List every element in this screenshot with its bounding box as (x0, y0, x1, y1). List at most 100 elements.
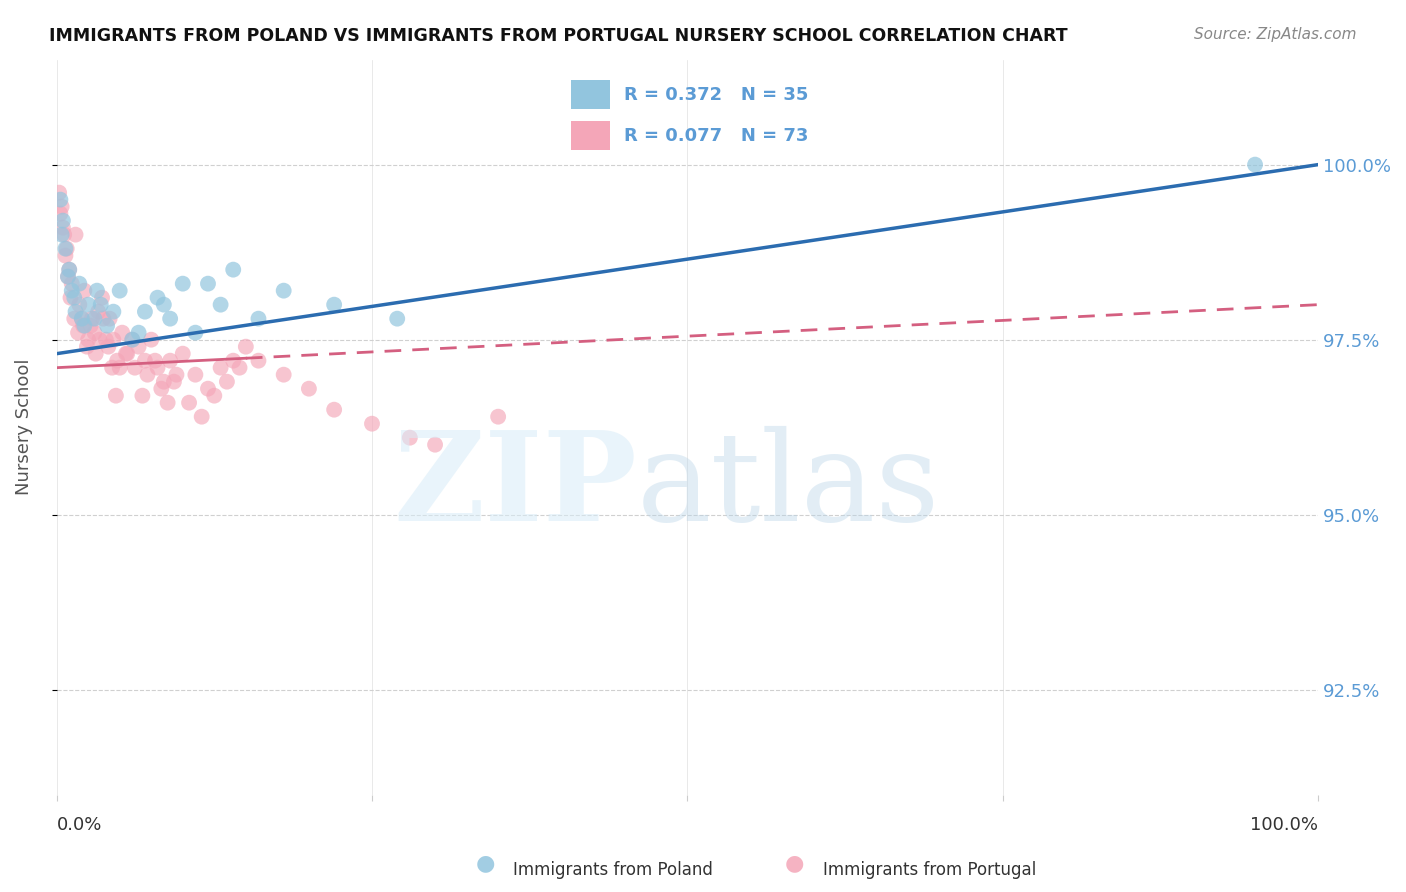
Point (58, 262, 80, 277)
Point (222, 353, 245, 368)
Point (153, 298, 176, 312)
Point (72, 318, 94, 333)
Bar (571, 121, 610, 150)
Text: ZIP: ZIP (394, 425, 637, 547)
Text: Immigrants from Portugal: Immigrants from Portugal (823, 861, 1036, 879)
Point (76, 340, 98, 354)
Point (67, 298, 90, 312)
Point (298, 382, 321, 396)
Point (55, 242, 77, 256)
Text: R = 0.372   N = 35: R = 0.372 N = 35 (624, 86, 808, 103)
Point (86, 284, 108, 298)
Point (121, 333, 143, 347)
Bar (571, 80, 610, 109)
Point (423, 438, 446, 452)
Point (247, 353, 270, 368)
Point (48, 186, 70, 200)
Point (184, 326, 207, 340)
Text: Source: ZipAtlas.com: Source: ZipAtlas.com (1194, 27, 1357, 42)
Point (197, 382, 219, 396)
Point (101, 360, 124, 375)
Point (51, 200, 73, 214)
Point (96, 318, 118, 333)
Point (202, 389, 225, 403)
Point (159, 311, 181, 326)
Point (104, 389, 127, 403)
Point (70, 311, 93, 326)
Point (70, 311, 93, 326)
Point (77, 298, 100, 312)
Point (103, 304, 125, 318)
Text: 0.0%: 0.0% (56, 816, 103, 834)
Point (222, 262, 245, 277)
Point (146, 360, 169, 375)
Point (1244, 158, 1267, 172)
Point (52, 213, 75, 227)
Point (146, 291, 169, 305)
Text: Immigrants from Poland: Immigrants from Poland (513, 861, 713, 879)
Point (209, 360, 232, 375)
Point (235, 340, 257, 354)
Text: IMMIGRANTS FROM POLAND VS IMMIGRANTS FROM PORTUGAL NURSERY SCHOOL CORRELATION CH: IMMIGRANTS FROM POLAND VS IMMIGRANTS FRO… (49, 27, 1067, 45)
Point (111, 326, 134, 340)
Point (60, 277, 83, 291)
Point (83, 311, 105, 326)
Point (56, 269, 79, 284)
Point (150, 382, 173, 396)
Point (128, 326, 150, 340)
Point (323, 402, 346, 417)
Point (166, 368, 188, 382)
Point (53, 227, 76, 242)
Point (323, 298, 346, 312)
Point (247, 311, 270, 326)
Point (115, 346, 138, 360)
Point (190, 409, 212, 424)
Point (60, 284, 83, 298)
Point (117, 346, 139, 360)
Point (387, 311, 409, 326)
Point (153, 375, 176, 389)
Point (273, 284, 295, 298)
Point (134, 304, 156, 318)
Text: 100.0%: 100.0% (1250, 816, 1319, 834)
Point (83, 326, 105, 340)
Point (143, 353, 166, 368)
Point (228, 360, 250, 375)
Text: ●: ● (785, 854, 804, 873)
Point (163, 375, 186, 389)
Point (131, 389, 153, 403)
Point (108, 284, 131, 298)
Point (65, 304, 87, 318)
Point (73, 284, 96, 298)
Point (67, 277, 90, 291)
Point (91, 311, 114, 326)
Point (209, 298, 232, 312)
Point (73, 318, 96, 333)
Point (56, 269, 79, 284)
Point (215, 375, 238, 389)
Point (98, 311, 121, 326)
Point (94, 333, 117, 347)
Point (172, 346, 194, 360)
Point (67, 326, 90, 340)
Point (108, 360, 131, 375)
Point (90, 298, 112, 312)
Point (141, 333, 163, 347)
Point (91, 291, 114, 305)
Point (159, 353, 181, 368)
Point (121, 333, 143, 347)
Point (77, 333, 100, 347)
Point (197, 277, 219, 291)
Point (63, 311, 86, 326)
Text: R = 0.077   N = 73: R = 0.077 N = 73 (624, 127, 808, 145)
Point (52, 220, 75, 235)
Point (128, 340, 150, 354)
Point (172, 277, 194, 291)
Point (49, 207, 72, 221)
Point (79, 318, 101, 333)
Point (55, 249, 77, 263)
Point (156, 395, 179, 409)
Point (97, 340, 120, 354)
Point (361, 417, 384, 431)
Point (124, 360, 146, 375)
